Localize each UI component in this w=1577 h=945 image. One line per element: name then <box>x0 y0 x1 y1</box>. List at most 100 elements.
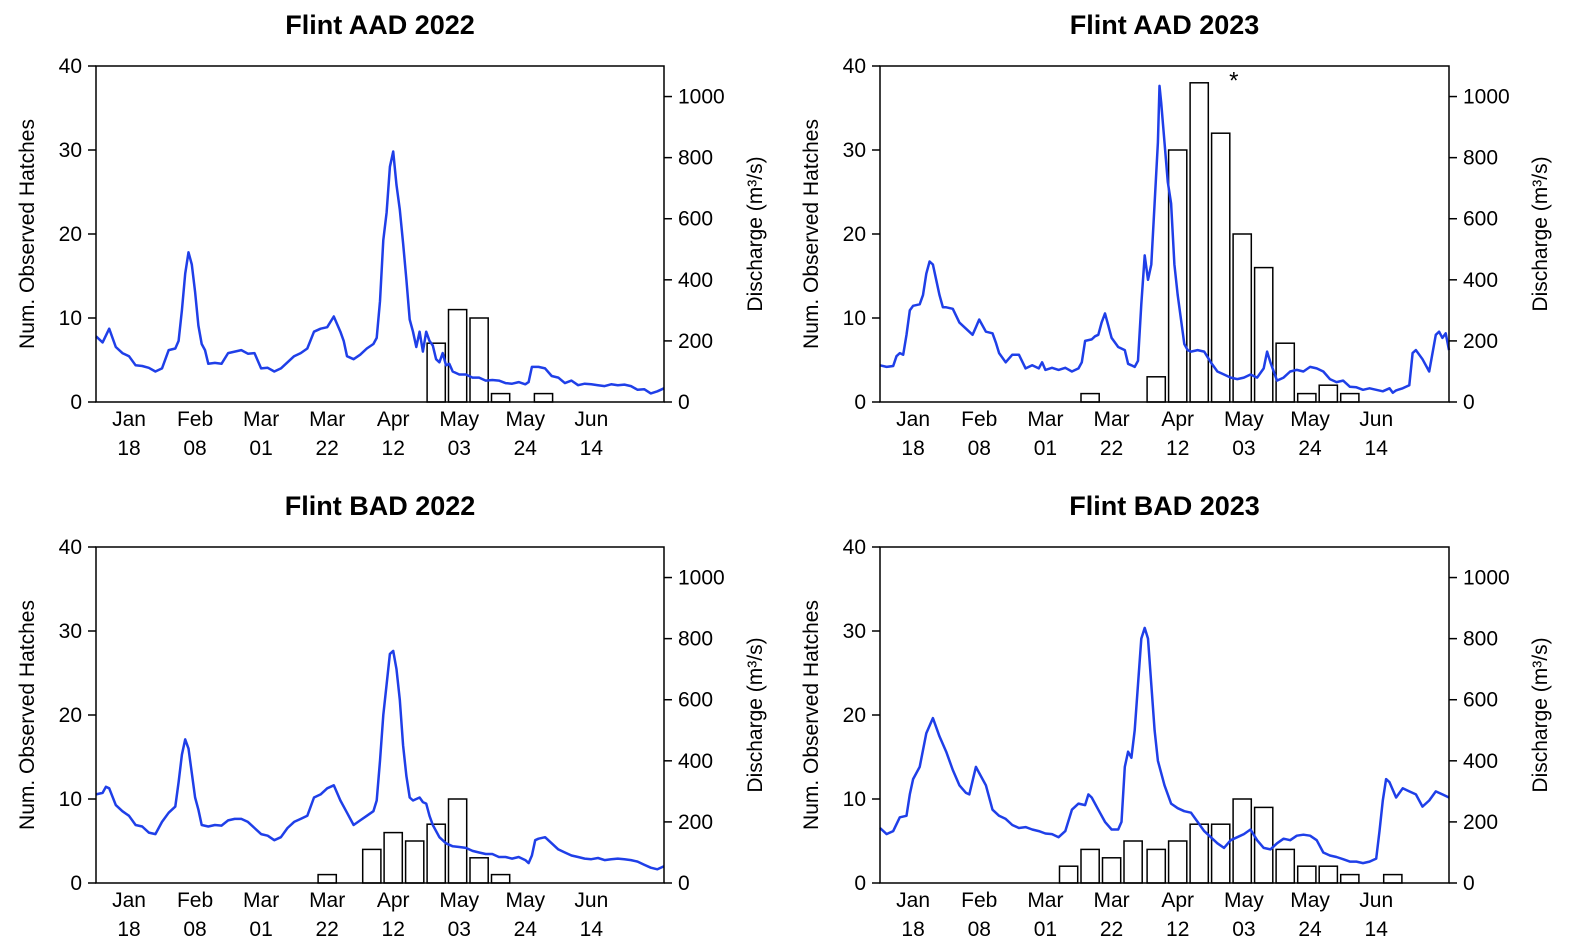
x-tick-label-month: Mar <box>1027 408 1063 431</box>
y2-tick-label: 600 <box>678 689 713 712</box>
hatch-bar <box>1146 376 1167 403</box>
y-tick-label: 10 <box>843 307 866 330</box>
x-tick-label-date: 08 <box>968 437 991 460</box>
hatch-bar <box>404 840 425 884</box>
y-tick-label: 10 <box>843 788 866 811</box>
x-tick-label-month: Apr <box>377 889 410 912</box>
y2-tick-label: 400 <box>1463 269 1498 292</box>
x-tick-label-date: 03 <box>448 918 471 941</box>
x-tick-label-date: 14 <box>580 437 604 460</box>
x-tick-label-date: 22 <box>315 437 338 460</box>
y-tick-label: 30 <box>843 620 866 643</box>
x-tick-label-date: 14 <box>1365 437 1389 460</box>
y2-tick-label: 1000 <box>678 86 725 109</box>
hatch-bar <box>1253 806 1274 884</box>
x-tick-label-date: 18 <box>901 918 924 941</box>
x-tick-label-date: 01 <box>249 437 272 460</box>
x-tick-label-date: 01 <box>1034 437 1057 460</box>
hatch-bar <box>1275 342 1296 403</box>
hatch-bar <box>1167 149 1188 403</box>
hatch-bar <box>1167 840 1188 884</box>
hatch-bar <box>317 873 338 884</box>
y-axis-label: Num. Observed Hatches <box>800 600 823 830</box>
x-tick-label-month: May <box>1224 889 1264 912</box>
hatch-bar <box>490 392 511 403</box>
y-tick-label: 40 <box>59 536 82 559</box>
x-tick-label-date: 24 <box>514 918 538 941</box>
hatch-bar <box>1101 857 1122 884</box>
x-tick-label-date: 03 <box>448 437 471 460</box>
x-tick-label-month: Feb <box>177 889 213 912</box>
hatch-bar <box>1080 392 1100 403</box>
x-tick-label-date: 14 <box>1365 918 1389 941</box>
x-tick-label-date: 01 <box>249 918 272 941</box>
y2-tick-label: 0 <box>1463 872 1475 895</box>
chart-title: Flint BAD 2023 <box>1069 491 1260 521</box>
hatch-bar <box>1296 865 1317 884</box>
y2-tick-label: 400 <box>678 750 713 773</box>
x-tick-label-month: Mar <box>243 889 279 912</box>
x-tick-label-month: Jan <box>112 408 146 431</box>
chart-panel-3: Flint BAD 202201020304002004006008001000… <box>16 491 767 941</box>
y2-tick-label: 800 <box>678 147 713 170</box>
y-tick-label: 20 <box>843 704 866 727</box>
hatch-bar <box>469 317 489 403</box>
x-tick-label-date: 01 <box>1034 918 1057 941</box>
y2-axis-label: Discharge (m³/s) <box>744 156 767 311</box>
y2-tick-label: 400 <box>678 269 713 292</box>
hatch-bar <box>1296 392 1317 403</box>
x-tick-label-month: May <box>1224 408 1264 431</box>
y2-tick-label: 200 <box>678 330 713 353</box>
x-tick-label-month: Jan <box>896 408 930 431</box>
discharge-line <box>879 626 1450 865</box>
y2-tick-label: 1000 <box>678 567 725 590</box>
y2-tick-label: 400 <box>1463 750 1498 773</box>
y-tick-label: 10 <box>59 788 82 811</box>
y-tick-label: 0 <box>70 391 82 414</box>
x-tick-label-month: May <box>439 889 479 912</box>
hatch-bar <box>469 857 489 884</box>
discharge-line <box>95 649 665 871</box>
x-tick-label-date: 22 <box>1100 918 1123 941</box>
hatch-bar <box>1080 848 1100 884</box>
plot-frame <box>879 546 1450 884</box>
discharge-line <box>95 150 665 395</box>
hatch-bar <box>1123 840 1143 884</box>
x-tick-label-month: Jun <box>1359 889 1393 912</box>
chart-title: Flint AAD 2022 <box>285 10 475 40</box>
y-tick-label: 30 <box>843 139 866 162</box>
y-tick-label: 30 <box>59 139 82 162</box>
x-tick-label-month: Jun <box>1359 408 1393 431</box>
x-tick-label-date: 18 <box>117 918 140 941</box>
hatch-bar <box>1146 848 1167 884</box>
x-tick-label-date: 18 <box>117 437 140 460</box>
hatch-bar <box>1253 266 1274 403</box>
y2-tick-label: 600 <box>678 208 713 231</box>
x-tick-label-month: Apr <box>1161 889 1194 912</box>
hatch-bar <box>1339 873 1360 884</box>
hatch-bar <box>1318 384 1339 403</box>
hatch-bar <box>533 392 554 403</box>
y2-tick-label: 200 <box>678 811 713 834</box>
x-tick-label-date: 22 <box>1100 437 1123 460</box>
y-axis-label: Num. Observed Hatches <box>16 600 39 830</box>
x-tick-label-date: 12 <box>382 437 405 460</box>
y-axis-label: Num. Observed Hatches <box>16 119 39 349</box>
y-tick-label: 40 <box>843 55 866 78</box>
y-tick-label: 0 <box>854 391 866 414</box>
hatch-bar <box>1210 132 1231 403</box>
x-tick-label-month: Feb <box>961 408 997 431</box>
y-tick-label: 40 <box>59 55 82 78</box>
discharge-line <box>879 84 1451 395</box>
x-tick-label-date: 08 <box>183 918 206 941</box>
x-tick-label-month: Apr <box>1161 408 1194 431</box>
y-tick-label: 20 <box>843 223 866 246</box>
x-tick-label-month: Mar <box>1027 889 1063 912</box>
hatch-bar <box>361 848 382 884</box>
x-tick-label-date: 24 <box>1298 437 1322 460</box>
x-tick-label-month: Jun <box>574 889 608 912</box>
x-tick-label-month: Feb <box>961 889 997 912</box>
y-tick-label: 20 <box>59 704 82 727</box>
y2-tick-label: 1000 <box>1463 86 1510 109</box>
